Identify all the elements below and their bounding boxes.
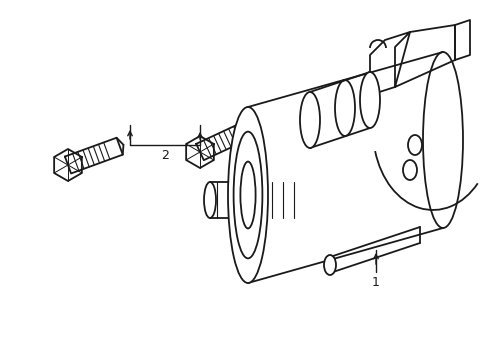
Polygon shape [227,52,462,283]
Ellipse shape [359,72,379,128]
Polygon shape [299,72,379,148]
Polygon shape [454,20,469,60]
Polygon shape [54,149,81,181]
Polygon shape [196,121,253,160]
Ellipse shape [227,107,267,283]
Ellipse shape [324,255,335,275]
Ellipse shape [203,182,216,218]
Polygon shape [186,136,213,168]
Ellipse shape [299,92,319,148]
Text: 2: 2 [161,149,168,162]
Ellipse shape [407,135,421,155]
Ellipse shape [233,132,262,258]
Polygon shape [65,138,122,174]
Ellipse shape [422,52,462,228]
Ellipse shape [402,160,416,180]
Polygon shape [369,32,409,95]
Polygon shape [394,25,454,87]
Text: 1: 1 [371,275,379,288]
Ellipse shape [240,162,255,229]
